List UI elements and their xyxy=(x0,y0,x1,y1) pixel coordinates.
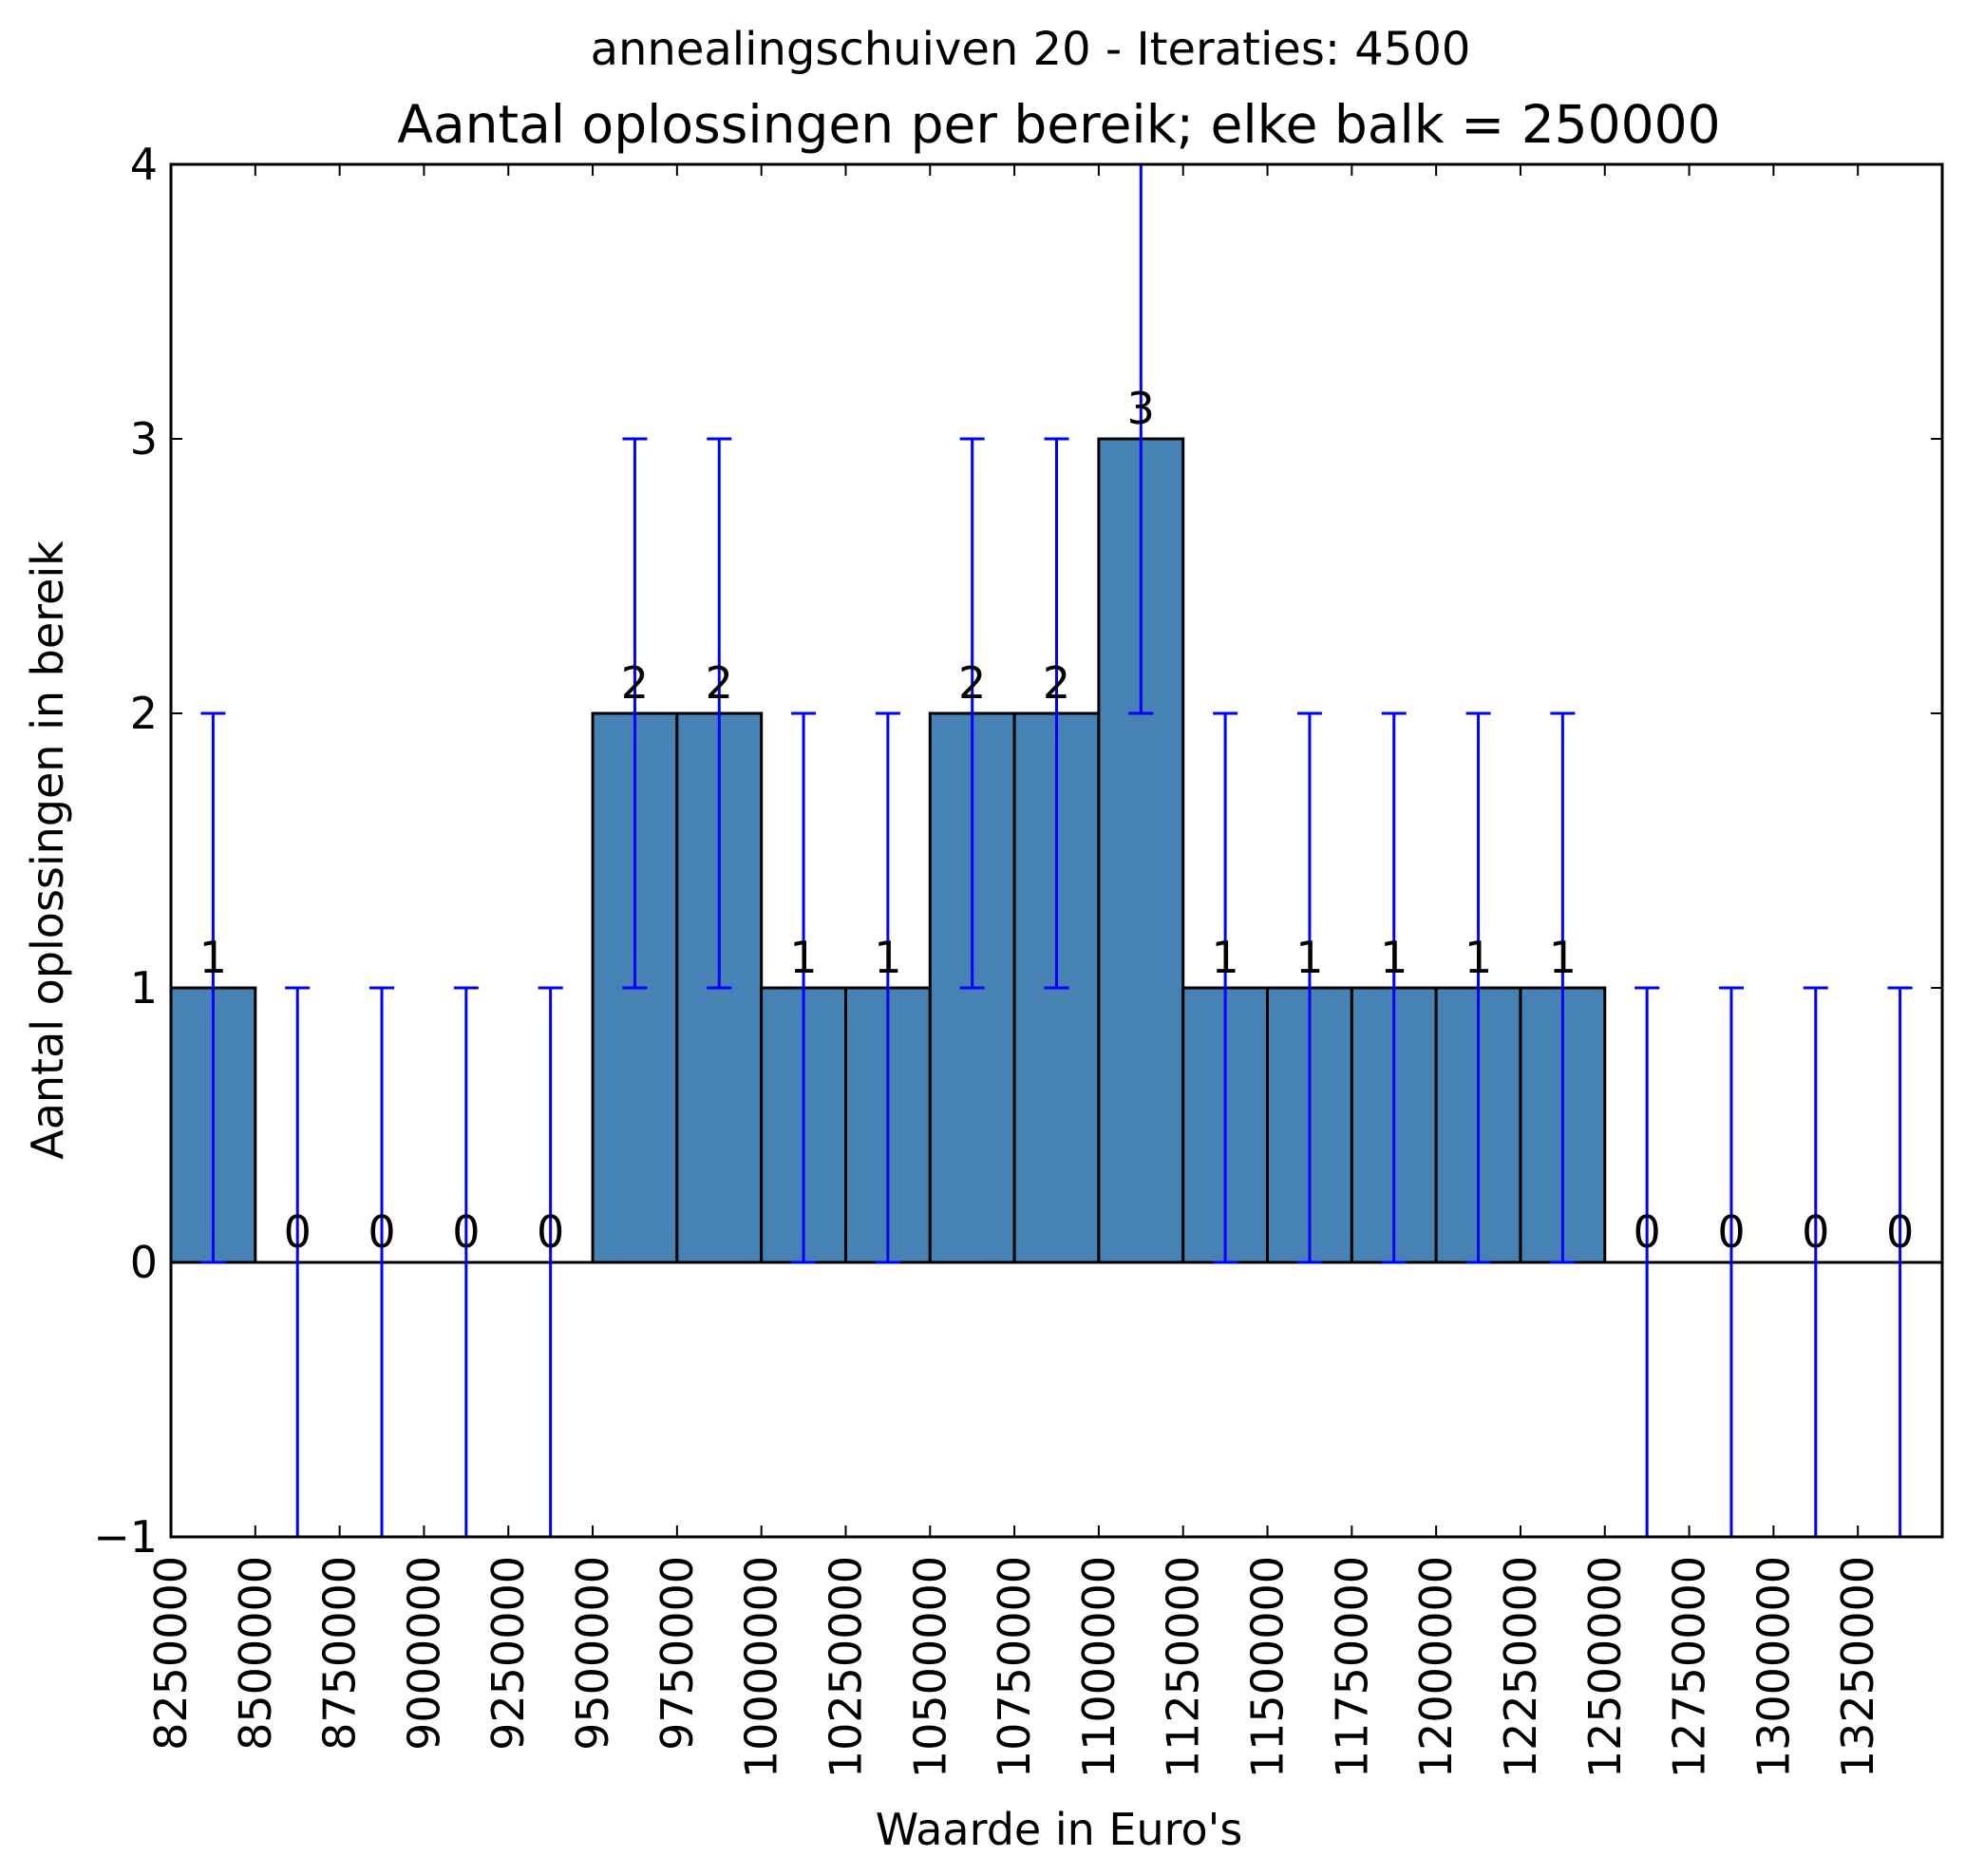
bar-value-label: 0 xyxy=(452,1206,480,1258)
x-tick-label: 11500000 xyxy=(1242,1556,1294,1778)
y-tick-label: 4 xyxy=(130,139,158,190)
x-tick-label: 8750000 xyxy=(314,1556,366,1751)
bar-value-label: 0 xyxy=(368,1206,395,1258)
x-tick-label: 13250000 xyxy=(1832,1556,1883,1778)
y-tick-label: 1 xyxy=(130,962,158,1014)
x-tick-label: 9000000 xyxy=(398,1556,449,1751)
x-tick-label: 8250000 xyxy=(145,1556,197,1751)
bar-value-label: 1 xyxy=(874,932,901,983)
x-tick-label: 10750000 xyxy=(989,1556,1040,1778)
x-tick-label: 12250000 xyxy=(1495,1556,1546,1778)
bar-value-label: 0 xyxy=(1634,1206,1661,1258)
x-tick-label: 12500000 xyxy=(1579,1556,1631,1778)
bar-value-label: 1 xyxy=(1464,932,1492,983)
x-tick-label: 9750000 xyxy=(652,1556,703,1751)
y-axis-ticks: 4 3 2 1 0 −1 xyxy=(93,139,1942,1563)
x-tick-label: 9500000 xyxy=(567,1556,618,1751)
x-tick-label: 9250000 xyxy=(482,1556,534,1751)
x-tick-label: 8500000 xyxy=(230,1556,281,1751)
y-tick-label: −1 xyxy=(93,1511,158,1563)
x-tick-label: 12750000 xyxy=(1664,1556,1715,1778)
y-tick-label: 2 xyxy=(130,688,158,739)
y-tick-label: 0 xyxy=(130,1237,158,1288)
bar-value-label: 0 xyxy=(1717,1206,1745,1258)
bar-value-label: 0 xyxy=(1886,1206,1914,1258)
bar-value-label: 1 xyxy=(789,932,817,983)
plot-frame xyxy=(169,162,1944,1539)
x-axis-label: Waarde in Euro's xyxy=(876,1804,1243,1855)
x-tick-label: 11750000 xyxy=(1326,1556,1377,1778)
error-bars xyxy=(200,164,1913,1537)
bar-value-label: 0 xyxy=(537,1206,564,1258)
y-axis-label: Aantal oplossingen in bereik xyxy=(22,540,73,1160)
bar-value-label: 0 xyxy=(284,1206,312,1258)
bar-value-label: 2 xyxy=(958,657,986,709)
x-tick-label: 11000000 xyxy=(1073,1556,1124,1778)
bar-value-label: 1 xyxy=(1549,932,1577,983)
value-labels: 1 0 0 0 0 2 2 1 1 2 2 3 1 1 1 1 1 0 0 0 0 xyxy=(199,383,1914,1258)
y-tick-label: 3 xyxy=(130,413,158,464)
bar-value-label: 2 xyxy=(706,657,733,709)
bar-value-label: 1 xyxy=(1211,932,1238,983)
x-axis-ticks: 8250000 8500000 8750000 9000000 9250000 95000… xyxy=(145,164,1883,1778)
chart-suptitle: annealingschuiven 20 - Iteraties: 4500 xyxy=(591,23,1471,76)
x-tick-label: 10250000 xyxy=(820,1556,871,1778)
bar-value-label: 2 xyxy=(1043,657,1070,709)
bar-value-label: 1 xyxy=(1295,932,1323,983)
bar-value-label: 1 xyxy=(199,932,227,983)
bar-value-label: 1 xyxy=(1380,932,1408,983)
bar-value-label: 0 xyxy=(1802,1206,1829,1258)
x-tick-label: 10000000 xyxy=(736,1556,787,1778)
x-tick-label: 11250000 xyxy=(1158,1556,1209,1778)
x-tick-label: 12000000 xyxy=(1410,1556,1462,1778)
bar-value-label: 2 xyxy=(621,657,649,709)
x-tick-label: 13000000 xyxy=(1748,1556,1799,1778)
bar-value-label: 3 xyxy=(1127,383,1155,434)
chart-title: Aantal oplossingen per bereik; elke balk… xyxy=(397,94,1720,155)
x-tick-label: 10500000 xyxy=(904,1556,955,1778)
